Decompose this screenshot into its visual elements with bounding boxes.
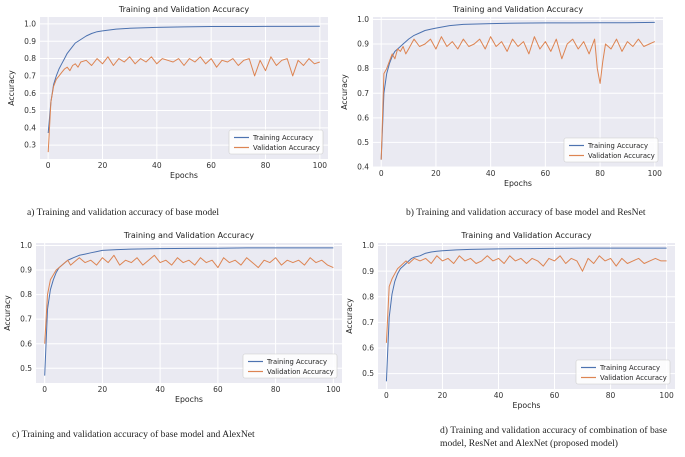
x-tick-label: 100: [326, 385, 341, 394]
x-tick-label: 40: [494, 391, 504, 400]
x-tick-label: 60: [213, 385, 223, 394]
y-tick-label: 0.6: [24, 89, 36, 98]
legend-label: Training Accuracy: [599, 364, 660, 372]
x-tick-label: 20: [98, 385, 108, 394]
y-tick-label: 0.7: [362, 318, 374, 327]
training-accuracy-line: [44, 247, 334, 376]
x-tick-label: 80: [261, 161, 271, 170]
x-tick-label: 60: [550, 391, 560, 400]
y-tick-label: 0.9: [362, 267, 374, 276]
legend-label: Training Accuracy: [587, 142, 648, 150]
chart-title: Training and Validation Accuracy: [452, 5, 584, 14]
x-tick-label: 20: [438, 391, 448, 400]
chart-a: 0 20 40 60 80 100 0.3 0.4 0.5 0.6 0.7 0.8 0.9 1.0 Trai…: [7, 5, 328, 180]
y-tick-label: 0.9: [24, 37, 36, 46]
x-tick-label: 0: [379, 169, 384, 178]
y-tick-label: 0.9: [357, 40, 369, 49]
legend-label: Training Accuracy: [252, 134, 313, 142]
y-tick-label: 0.5: [24, 106, 36, 115]
chart-panel-c: 0 20 40 60 80 100 0.5 0.6 0.7 0.8 0.9 1.0 Training a…: [0, 226, 350, 416]
training-accuracy-line: [385, 247, 667, 382]
y-tick-label: 0.6: [20, 339, 32, 348]
y-tick-label: 0.4: [357, 163, 369, 172]
y-tick-label: 0.8: [20, 290, 32, 299]
caption-b: b) Training and validation accuracy of b…: [406, 207, 646, 218]
y-tick-label: 1.0: [20, 241, 32, 250]
x-tick-label: 100: [313, 161, 328, 170]
validation-accuracy-line: [385, 255, 667, 343]
legend-label: Validation Accuracy: [588, 152, 655, 160]
validation-accuracy-line: [380, 36, 655, 160]
y-tick-label: 0.4: [24, 123, 36, 132]
x-tick-label: 40: [155, 385, 165, 394]
legend-label: Validation Accuracy: [253, 144, 320, 152]
y-axis-label: Accuracy: [340, 74, 349, 110]
x-axis-label: Epochs: [504, 179, 532, 188]
legend-box: [575, 359, 671, 385]
caption-d: d) Training and validation accuracy of c…: [440, 425, 667, 449]
chart-b: 0 20 40 60 80 100 0.4 0.5 0.6 0.7 0.8 0.9 1.0 Trainin…: [340, 5, 663, 188]
x-tick-label: 100: [659, 391, 674, 400]
validation-accuracy-line: [44, 254, 334, 344]
chart-title: Training and Validation Accuracy: [460, 231, 592, 240]
y-tick-label: 0.5: [362, 369, 374, 378]
x-tick-label: 80: [595, 169, 605, 178]
chart-panel-b: 0 20 40 60 80 100 0.4 0.5 0.6 0.7 0.8 0.9 1.0 Trainin…: [340, 0, 675, 195]
y-tick-label: 0.5: [357, 138, 369, 147]
x-tick-label: 40: [486, 169, 496, 178]
y-tick-label: 0.6: [357, 113, 369, 122]
x-tick-label: 80: [271, 385, 281, 394]
caption-c: c) Training and validation accuracy of b…: [12, 429, 255, 440]
y-tick-label: 0.9: [20, 266, 32, 275]
y-axis-label: Accuracy: [7, 70, 16, 106]
x-tick-label: 40: [152, 161, 162, 170]
x-tick-label: 0: [46, 161, 51, 170]
y-tick-label: 0.8: [357, 64, 369, 73]
x-tick-label: 60: [541, 169, 551, 178]
y-tick-label: 0.6: [362, 344, 374, 353]
x-tick-label: 60: [206, 161, 216, 170]
legend-label: Validation Accuracy: [267, 368, 334, 376]
x-tick-label: 0: [42, 385, 47, 394]
y-axis-label: Accuracy: [3, 295, 12, 331]
training-accuracy-line: [380, 21, 655, 160]
y-tick-label: 0.8: [24, 54, 36, 63]
x-axis-label: Epochs: [513, 401, 541, 410]
y-tick-label: 1.0: [357, 15, 369, 24]
chart-panel-a: 0 20 40 60 80 100 0.3 0.4 0.5 0.6 0.7 0.8 0.9 1.0 Trai…: [0, 0, 335, 195]
y-tick-label: 1.0: [362, 241, 374, 250]
caption-a: a) Training and validation accuracy of b…: [27, 207, 220, 218]
training-accuracy-line: [47, 25, 320, 134]
y-tick-label: 0.8: [362, 292, 374, 301]
x-axis-label: Epochs: [175, 395, 203, 404]
x-tick-label: 100: [648, 169, 663, 178]
validation-accuracy-line: [47, 56, 320, 153]
x-tick-label: 0: [384, 391, 389, 400]
chart-title: Training and Validation Accuracy: [118, 5, 250, 14]
y-tick-label: 1.0: [24, 20, 36, 29]
chart-title: Training and Validation Accuracy: [123, 231, 255, 240]
x-tick-label: 20: [98, 161, 108, 170]
y-tick-label: 0.7: [24, 71, 36, 80]
legend-box: [563, 137, 659, 163]
legend-label: Validation Accuracy: [600, 374, 667, 382]
x-tick-label: 80: [606, 391, 616, 400]
y-tick-label: 0.7: [20, 315, 32, 324]
legend-label: Training Accuracy: [266, 358, 327, 366]
chart-c: 0 20 40 60 80 100 0.5 0.6 0.7 0.8 0.9 1.0 Training a…: [3, 231, 342, 404]
chart-d: 0 20 40 60 80 100 0.5 0.6 0.7 0.8 0.9 1.0 Training a…: [345, 231, 675, 410]
x-tick-label: 20: [431, 169, 441, 178]
y-tick-label: 0.5: [20, 364, 32, 373]
legend-box: [228, 129, 324, 155]
y-tick-label: 0.3: [24, 141, 36, 150]
y-tick-label: 0.7: [357, 89, 369, 98]
x-axis-label: Epochs: [170, 171, 198, 180]
y-axis-label: Accuracy: [345, 298, 354, 334]
legend-box: [242, 353, 338, 379]
chart-panel-d: 0 20 40 60 80 100 0.5 0.6 0.7 0.8 0.9 1.0 Training a…: [345, 226, 680, 416]
